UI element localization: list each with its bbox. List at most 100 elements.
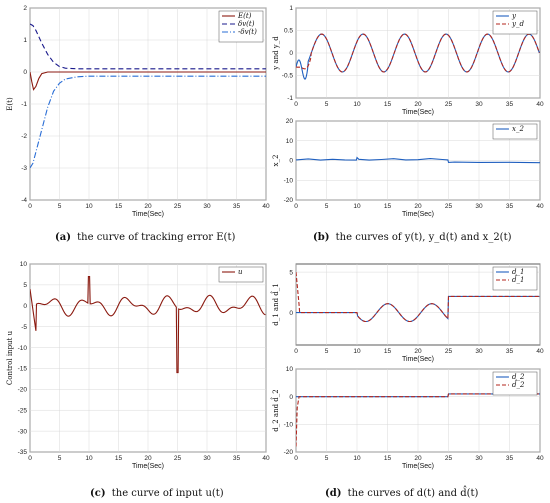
y-axis-label: x_2 [272, 155, 280, 167]
x-tick-label: 30 [475, 203, 483, 210]
y-tick-label: 2 [23, 5, 27, 12]
x-tick-label: 35 [506, 203, 514, 210]
legend-label: x_2 [512, 125, 524, 133]
caption-a: (a) the curve of tracking error E(t) [55, 232, 235, 243]
x-tick-label: 0 [294, 203, 298, 210]
x-tick-label: 25 [445, 455, 453, 462]
x-axis-label: Time(Sec) [402, 109, 434, 116]
x-tick-label: 20 [414, 348, 422, 355]
x-tick-label: 10 [85, 455, 93, 462]
y-tick-label: 0 [289, 158, 293, 165]
x-tick-label: 20 [144, 455, 152, 462]
y-tick-label: -10 [284, 422, 294, 429]
y-tick-label: -3 [21, 165, 27, 172]
legend-label: d_2 [512, 373, 525, 381]
x-tick-label: 15 [384, 203, 392, 210]
y-tick-label: 10 [20, 261, 28, 268]
chart-b1: 0 5 10 15 20 25 30 35 40 -1 -0.5 0 0.5 1 Time(Sec) y an… [272, 5, 544, 116]
legend-box [492, 266, 538, 291]
y-tick-label: 0 [23, 303, 27, 310]
x-tick-label: 15 [384, 348, 392, 355]
legend-label: -δv(t) [238, 28, 257, 36]
x-tick-label: 30 [203, 203, 211, 210]
series-line-b1-1 [296, 33, 540, 73]
y-tick-label: -0.5 [282, 73, 294, 80]
y-tick-label: 5 [289, 269, 293, 276]
x-tick-label: 5 [325, 203, 329, 210]
x-tick-label: 5 [58, 455, 62, 462]
x-tick-label: 5 [325, 455, 329, 462]
x-axis-label: Time(Sec) [402, 463, 434, 470]
caption-b: (b) the curves of y(t), y_d(t) and x_2(t… [313, 232, 512, 243]
legend-label: d̂_2 [512, 378, 525, 389]
x-tick-label: 25 [174, 455, 182, 462]
x-tick-label: 30 [475, 101, 483, 108]
x-axis-label: Time(Sec) [402, 211, 434, 218]
series-line-c-0 [30, 275, 266, 374]
x-tick-label: 35 [506, 455, 514, 462]
series-line-d1-1 [296, 272, 540, 323]
legend-label: y [511, 12, 517, 20]
x-tick-label: 35 [233, 455, 241, 462]
series-line-a-2 [30, 75, 266, 169]
y-axis-label: y and y_d [272, 36, 280, 71]
series-line-a-0 [30, 71, 266, 91]
y-tick-label: 0.5 [284, 28, 293, 35]
x-tick-label: 25 [174, 203, 182, 210]
series-line-a-1 [30, 23, 266, 70]
y-tick-label: 0 [289, 394, 293, 401]
series-line-d2-1 [296, 393, 540, 447]
y-axis-label: d_1 and d̂_1 [269, 283, 280, 325]
x-tick-label: 10 [353, 101, 361, 108]
x-tick-label: 40 [262, 203, 270, 210]
legend-label: d_1 [512, 268, 524, 276]
chart-b2: 0 5 10 15 20 25 30 35 40-20-1001020Time(Sec)x_2x… [272, 118, 544, 218]
x-tick-label: 35 [506, 101, 514, 108]
caption-c: (c) the curve of input u(t) [90, 488, 224, 499]
x-tick-label: 15 [115, 203, 123, 210]
y-tick-label: 10 [286, 366, 294, 373]
legend-box [492, 371, 538, 396]
y-tick-label: -20 [18, 387, 28, 394]
y-tick-label: 20 [286, 118, 294, 125]
x-tick-label: 30 [475, 455, 483, 462]
y-tick-label: 10 [286, 138, 294, 145]
y-tick-label: -20 [284, 449, 294, 456]
y-axis-label: E(t) [6, 97, 14, 111]
chart-a: 0 5 10 15 20 25 30 35 40 -4 -3 -2 -1 0 1 2 Time(Sec) E(t)… [6, 5, 270, 218]
y-tick-label: -2 [21, 133, 27, 140]
y-tick-label: -25 [18, 407, 28, 414]
x-axis-label: Time(Sec) [132, 463, 164, 470]
x-tick-label: 0 [294, 348, 298, 355]
legend-box [492, 123, 538, 140]
legend-label: d̂_1 [512, 273, 524, 284]
series-line-b2-0 [296, 156, 540, 164]
x-tick-label: 10 [353, 203, 361, 210]
x-tick-label: 20 [414, 203, 422, 210]
x-tick-label: 25 [445, 348, 453, 355]
chart-d1: 0 5 10 15 20 25 30 35 40 0 5 Time(Sec) d_1 and d̂_1 d… [269, 263, 544, 363]
y-tick-label: 0 [289, 310, 293, 317]
x-tick-label: 40 [262, 455, 270, 462]
caption-d: (d) the curves of d(t) and d̂(t) [325, 486, 479, 499]
y-tick-label: -20 [284, 197, 294, 204]
x-tick-label: 30 [203, 455, 211, 462]
y-tick-label: -4 [21, 197, 27, 204]
x-tick-label: 0 [28, 455, 32, 462]
x-tick-label: 5 [325, 348, 329, 355]
legend-label: δv(t) [238, 20, 255, 28]
y-axis-label: d_2 and d̂_2 [269, 389, 280, 431]
y-tick-label: 1 [23, 37, 27, 44]
charts-layer: 0 5 10 15 20 25 30 35 40-4-3-2-1012Time(Sec)E(t)… [6, 5, 544, 470]
x-tick-label: 20 [144, 203, 152, 210]
y-tick-label: 0 [289, 50, 293, 57]
y-tick-label: -10 [18, 345, 28, 352]
chart-d2: 0 5 10 15 20 25 30 35 40 -20 -10 0 10 Time(Sec) d_2 an… [269, 366, 544, 470]
y-tick-label: -1 [287, 95, 293, 102]
y-tick-label: 0 [23, 69, 27, 76]
x-tick-label: 35 [506, 348, 514, 355]
x-tick-label: 5 [325, 101, 329, 108]
x-tick-label: 25 [445, 101, 453, 108]
x-tick-label: 15 [115, 455, 123, 462]
y-tick-label: -1 [21, 101, 27, 108]
